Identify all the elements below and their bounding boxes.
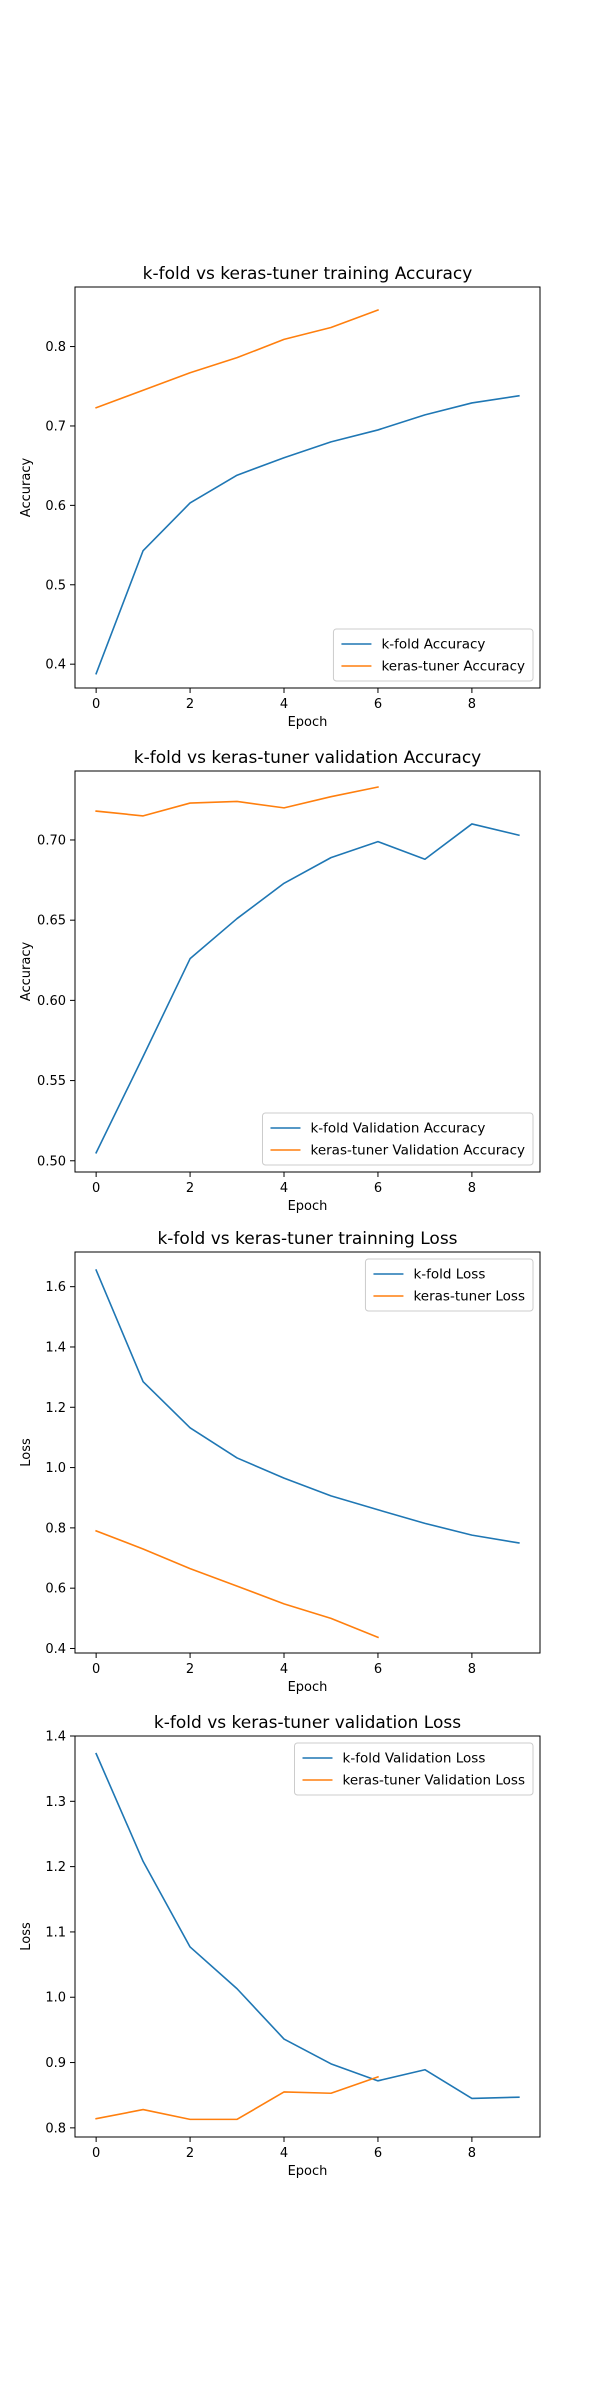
y-tick-label: 0.60	[37, 994, 66, 1009]
legend-entry: keras-tuner Loss	[413, 1289, 525, 1305]
x-tick-label: 6	[374, 697, 382, 712]
x-axis-label: Epoch	[288, 2164, 328, 2179]
y-tick-label: 0.65	[37, 914, 66, 929]
y-tick-label: 1.6	[45, 1280, 66, 1295]
y-tick-label: 1.3	[45, 1795, 66, 1810]
series-line-1	[95, 823, 520, 1154]
x-axis-label: Epoch	[288, 715, 328, 730]
series-line-2	[95, 309, 379, 409]
y-tick-label: 0.70	[37, 833, 66, 848]
legend-box	[294, 1742, 534, 1796]
legend-entry: k-fold Validation Accuracy	[310, 1121, 485, 1137]
series-line-1	[95, 394, 520, 675]
y-tick-label: 1.4	[45, 1340, 66, 1355]
y-tick-label: 1.2	[45, 1401, 66, 1416]
y-tick-label: 0.7	[45, 419, 66, 434]
x-tick-label: 4	[280, 1662, 288, 1677]
y-tick-label: 0.6	[45, 499, 66, 514]
y-tick-label: 0.4	[45, 658, 66, 673]
y-tick-label: 1.1	[45, 1925, 66, 1940]
x-tick-label: 8	[468, 697, 476, 712]
x-tick-label: 2	[186, 1662, 194, 1677]
y-tick-label: 0.8	[45, 2121, 66, 2136]
y-tick-label: 1.2	[45, 1860, 66, 1875]
x-tick-label: 0	[92, 2146, 100, 2161]
chart-4: k-fold vs keras-tuner validation Loss 0 2 4…	[19, 1713, 541, 2179]
plot-frame	[74, 1735, 541, 2138]
x-axis-label: Epoch	[288, 1680, 328, 1695]
x-tick-label: 8	[468, 1662, 476, 1677]
y-tick-label: 1.0	[45, 1991, 66, 2006]
series-line-1	[95, 1269, 520, 1544]
x-tick-label: 2	[186, 2146, 194, 2161]
y-tick-label: 0.9	[45, 2056, 66, 2071]
series-line-2	[95, 1529, 379, 1639]
y-axis-label: Loss	[19, 1922, 34, 1951]
legend-box	[364, 1258, 534, 1312]
chart-title: k-fold vs keras-tuner validation Accurac…	[134, 748, 481, 768]
legend-entry: k-fold Accuracy	[381, 637, 485, 653]
plot-frame	[74, 286, 541, 689]
y-axis-label: Accuracy	[19, 458, 34, 518]
x-tick-label: 4	[280, 1181, 288, 1196]
x-tick-label: 0	[92, 1181, 100, 1196]
legend: k-fold Validation Accuracy keras-tuner Va…	[261, 1112, 534, 1166]
y-axis-label: Loss	[19, 1438, 34, 1467]
series-line-2	[95, 786, 379, 817]
legend: k-fold Loss keras-tuner Loss	[364, 1258, 534, 1312]
y-tick-label: 0.8	[45, 340, 66, 355]
series-line-2	[95, 2075, 379, 2121]
x-tick-label: 4	[280, 2146, 288, 2161]
chart-3: k-fold vs keras-tuner trainning Loss 0 2 4 6…	[19, 1229, 541, 1695]
plot-frame	[74, 770, 541, 1173]
legend-box	[261, 1112, 534, 1166]
x-tick-label: 6	[374, 1662, 382, 1677]
y-tick-label: 0.50	[37, 1154, 66, 1169]
legend-box	[332, 628, 534, 682]
x-tick-label: 8	[468, 2146, 476, 2161]
chart-title: k-fold vs keras-tuner trainning Loss	[157, 1229, 457, 1249]
chart-title: k-fold vs keras-tuner training Accuracy	[143, 264, 473, 284]
chart-1: k-fold vs keras-tuner training Accuracy 0…	[19, 264, 541, 730]
x-tick-label: 2	[186, 697, 194, 712]
y-tick-label: 1.0	[45, 1461, 66, 1476]
y-tick-label: 1.4	[45, 1730, 66, 1745]
y-tick-label: 0.8	[45, 1521, 66, 1536]
x-tick-label: 4	[280, 697, 288, 712]
x-tick-label: 6	[374, 1181, 382, 1196]
plot-frame	[74, 1251, 541, 1654]
legend: k-fold Accuracy keras-tuner Accuracy	[332, 628, 534, 682]
y-tick-label: 0.6	[45, 1582, 66, 1597]
x-tick-label: 2	[186, 1181, 194, 1196]
y-tick-label: 0.55	[37, 1074, 66, 1089]
x-tick-label: 6	[374, 2146, 382, 2161]
y-tick-label: 0.4	[45, 1642, 66, 1657]
y-tick-label: 0.5	[45, 578, 66, 593]
series-line-1	[95, 1752, 520, 2100]
y-axis-label: Accuracy	[19, 942, 34, 1002]
x-tick-label: 0	[92, 697, 100, 712]
x-tick-label: 0	[92, 1662, 100, 1677]
chart-title: k-fold vs keras-tuner validation Loss	[154, 1713, 461, 1733]
legend-entry: k-fold Validation Loss	[343, 1751, 486, 1767]
x-tick-label: 8	[468, 1181, 476, 1196]
legend: k-fold Validation Loss keras-tuner Valida…	[294, 1742, 534, 1796]
legend-entry: keras-tuner Accuracy	[381, 659, 525, 675]
legend-entry: keras-tuner Validation Loss	[343, 1773, 526, 1789]
legend-entry: keras-tuner Validation Accuracy	[310, 1143, 525, 1159]
chart-2: k-fold vs keras-tuner validation Accurac…	[19, 748, 541, 1214]
x-axis-label: Epoch	[288, 1199, 328, 1214]
legend-entry: k-fold Loss	[413, 1267, 485, 1283]
